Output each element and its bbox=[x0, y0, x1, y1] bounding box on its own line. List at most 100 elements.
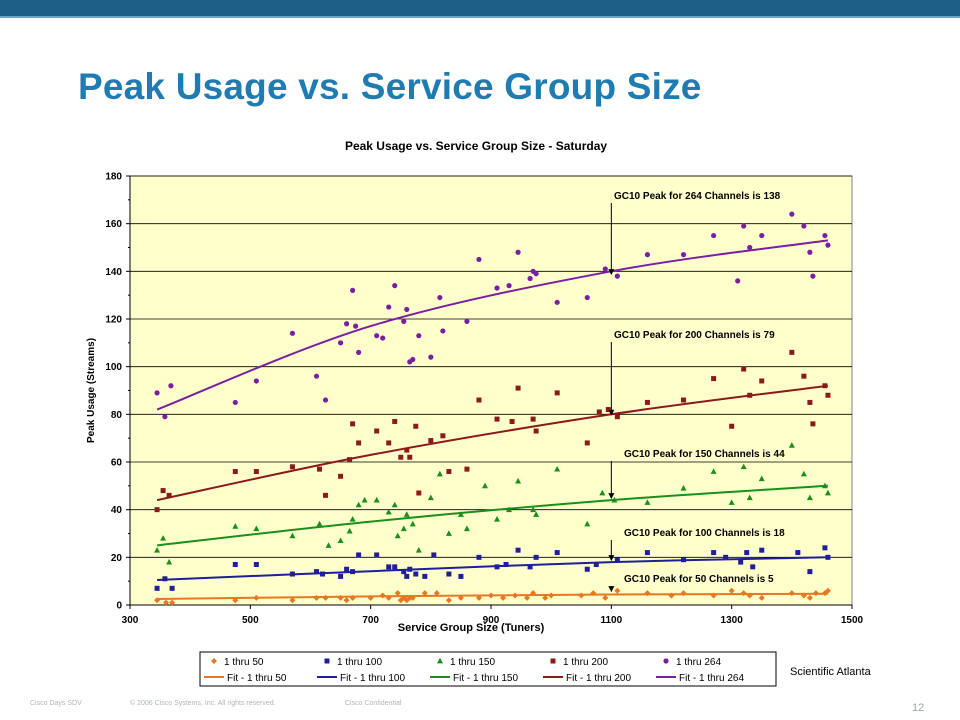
data-point-series-4 bbox=[416, 490, 422, 496]
brand-label: Scientific Atlanta bbox=[790, 666, 871, 678]
fit-line-2 bbox=[157, 556, 828, 581]
data-point-series-3 bbox=[806, 494, 813, 501]
top-banner-stripe bbox=[0, 16, 960, 18]
data-point-series-4 bbox=[289, 464, 295, 470]
data-point-series-5 bbox=[614, 273, 620, 279]
legend-marker bbox=[211, 658, 217, 664]
data-point-series-2 bbox=[401, 569, 407, 575]
data-point-series-5 bbox=[711, 232, 717, 239]
data-point-series-5 bbox=[759, 232, 765, 239]
data-point-series-5 bbox=[527, 275, 533, 282]
data-point-series-4 bbox=[711, 376, 717, 382]
fit-line-4 bbox=[156, 384, 829, 502]
data-point-series-3 bbox=[166, 558, 173, 565]
annotation-arrowhead bbox=[608, 409, 615, 416]
data-point-series-4 bbox=[323, 492, 329, 498]
data-point-series-1 bbox=[500, 594, 507, 601]
data-point-series-5 bbox=[344, 321, 350, 327]
top-banner bbox=[0, 0, 960, 18]
footer-confidential: Cisco Confidential bbox=[345, 700, 402, 707]
annotation-arrowhead bbox=[608, 269, 615, 276]
data-point-series-1 bbox=[445, 597, 452, 604]
data-point-series-3 bbox=[710, 468, 717, 474]
data-point-series-5 bbox=[428, 354, 434, 360]
data-point-series-2 bbox=[232, 561, 238, 567]
legend-label: 1 thru 100 bbox=[337, 657, 382, 668]
legend-marker bbox=[437, 657, 443, 664]
data-point-series-4 bbox=[810, 421, 816, 427]
data-point-series-5 bbox=[807, 249, 813, 255]
data-point-series-1 bbox=[728, 587, 735, 594]
x-tick-label: 500 bbox=[242, 615, 259, 626]
data-point-series-5 bbox=[506, 283, 512, 289]
legend-marker bbox=[324, 658, 330, 664]
fit-line-5 bbox=[156, 239, 829, 411]
data-point-series-5 bbox=[533, 271, 539, 277]
data-point-series-1 bbox=[289, 597, 296, 604]
data-point-series-1 bbox=[602, 594, 609, 601]
data-point-series-2 bbox=[458, 573, 464, 579]
x-tick-label: 900 bbox=[483, 615, 500, 626]
data-point-series-3 bbox=[824, 489, 831, 496]
chart-title: Peak Usage vs. Service Group Size - Satu… bbox=[345, 139, 607, 153]
data-point-series-5 bbox=[374, 333, 380, 339]
legend-marker bbox=[663, 658, 669, 664]
legend-box bbox=[199, 651, 777, 687]
data-point-series-4 bbox=[356, 440, 362, 446]
x-tick-label: 1500 bbox=[841, 615, 864, 626]
data-point-series-1 bbox=[343, 597, 350, 604]
legend-label: Fit - 1 thru 200 bbox=[566, 673, 631, 684]
data-point-series-3 bbox=[436, 470, 443, 477]
data-point-series-3 bbox=[403, 511, 410, 517]
data-point-series-2 bbox=[431, 552, 437, 558]
data-point-series-2 bbox=[154, 585, 160, 591]
data-point-series-2 bbox=[253, 561, 259, 567]
data-point-series-3 bbox=[373, 496, 380, 503]
annotation-label: GC10 Peak for 100 Channels is 18 bbox=[624, 528, 785, 539]
data-point-series-5 bbox=[822, 232, 828, 239]
data-point-series-4 bbox=[801, 373, 807, 379]
annotation-arrowhead bbox=[608, 586, 615, 593]
data-point-series-3 bbox=[385, 508, 392, 515]
data-point-series-4 bbox=[596, 409, 602, 415]
data-point-series-3 bbox=[800, 470, 807, 477]
data-point-series-5 bbox=[162, 414, 168, 420]
data-point-series-3 bbox=[427, 494, 434, 501]
data-point-series-3 bbox=[361, 496, 368, 503]
data-point-series-3 bbox=[494, 516, 501, 522]
data-point-series-3 bbox=[337, 537, 344, 544]
data-point-series-3 bbox=[463, 525, 470, 532]
data-point-series-5 bbox=[494, 285, 500, 291]
data-point-series-2 bbox=[822, 545, 828, 551]
data-point-series-4 bbox=[160, 488, 166, 494]
data-point-series-1 bbox=[394, 590, 401, 597]
data-point-series-5 bbox=[322, 397, 329, 403]
page-number: 12 bbox=[912, 702, 925, 714]
data-point-series-5 bbox=[644, 252, 651, 258]
legend-label: 1 thru 264 bbox=[676, 657, 721, 668]
legend-label: Fit - 1 thru 100 bbox=[340, 673, 405, 684]
footer-copyright: © 2006 Cisco Systems, Inc. All rights re… bbox=[130, 700, 276, 707]
y-tick-label: 60 bbox=[111, 458, 123, 469]
data-point-series-5 bbox=[464, 318, 470, 324]
legend-label: 1 thru 200 bbox=[563, 657, 608, 668]
data-point-series-2 bbox=[795, 550, 801, 556]
data-point-series-1 bbox=[169, 599, 176, 606]
data-point-series-3 bbox=[316, 520, 323, 527]
data-point-series-5 bbox=[154, 390, 160, 396]
data-point-series-3 bbox=[445, 530, 452, 536]
data-point-series-4 bbox=[386, 440, 392, 446]
data-point-series-1 bbox=[524, 594, 531, 601]
data-point-series-2 bbox=[614, 557, 620, 563]
y-tick-label: 40 bbox=[111, 505, 123, 516]
data-point-series-2 bbox=[314, 569, 320, 575]
data-point-series-4 bbox=[446, 469, 452, 475]
y-tick-label: 80 bbox=[111, 410, 123, 421]
annotation-label: GC10 Peak for 150 Channels is 44 bbox=[624, 449, 785, 460]
data-point-series-5 bbox=[437, 294, 443, 301]
data-point-series-3 bbox=[409, 520, 416, 527]
x-tick-label: 1100 bbox=[600, 615, 622, 626]
data-point-series-4 bbox=[614, 414, 620, 420]
data-point-series-2 bbox=[404, 573, 410, 579]
data-point-series-2 bbox=[446, 571, 452, 577]
